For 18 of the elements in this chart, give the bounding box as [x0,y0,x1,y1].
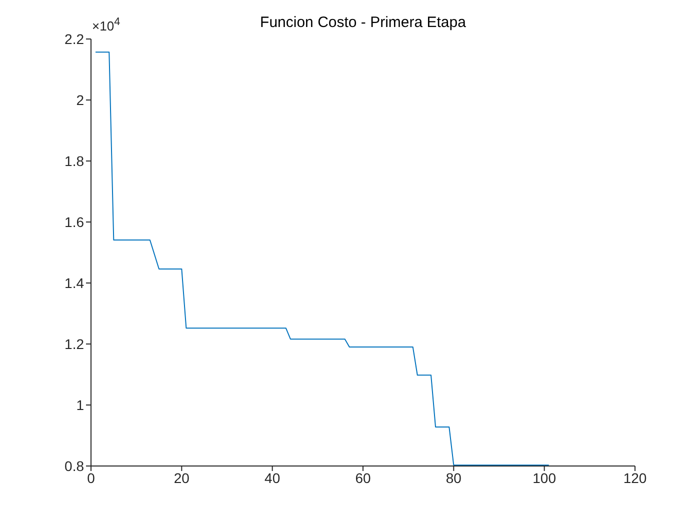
y-tick-label: 2.2 [64,30,84,47]
x-tick-label: 40 [264,470,280,486]
text: ×10$^{4}$ [92,16,120,34]
x-tick-label: 80 [446,470,462,486]
x-tick-label: 60 [355,470,371,486]
y-tick-label: 1.4 [64,274,84,291]
y-tick-label: 2 [76,92,84,108]
line-series [95,52,550,466]
y-tick-label: 1.8 [64,152,84,169]
x-tick-label: 120 [623,470,647,486]
y-tick-label: 1 [76,396,84,413]
x-tick-label: 0 [87,470,96,486]
x-tick-label: 20 [174,470,190,486]
y-tick-label: 1.2 [64,336,84,352]
x-tick-label: 100 [532,470,556,486]
chart-title: Funcion Costo - Primera Etapa [260,14,466,31]
y-tick-label: 1.6 [64,214,84,230]
y-tick-label: 0.8 [64,458,84,474]
